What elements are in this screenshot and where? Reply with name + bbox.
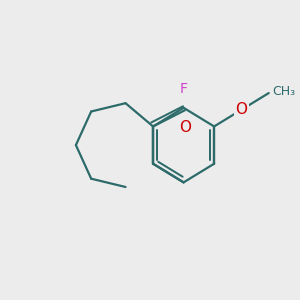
Text: O: O (179, 120, 191, 135)
Text: O: O (236, 102, 247, 117)
Text: F: F (180, 82, 188, 96)
Text: CH₃: CH₃ (273, 85, 296, 98)
